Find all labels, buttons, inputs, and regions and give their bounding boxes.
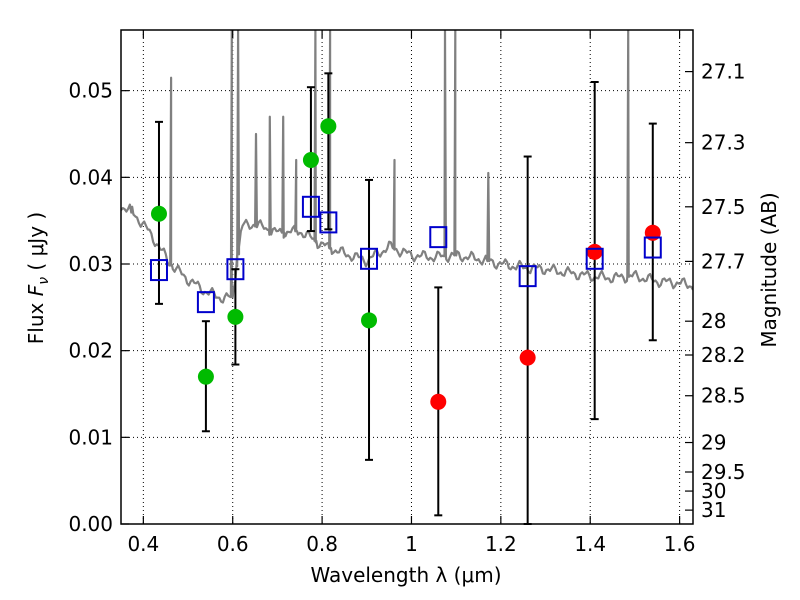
right-axis-label: Magnitude (AB) bbox=[757, 192, 781, 347]
y-tick-label: 0.04 bbox=[68, 165, 113, 189]
y-tick-label: 0.02 bbox=[68, 339, 113, 363]
model-square bbox=[518, 265, 537, 288]
y-tick-label: 0.01 bbox=[68, 425, 113, 449]
grid bbox=[121, 30, 693, 525]
model-square bbox=[585, 247, 604, 270]
x-tick-label: 0.4 bbox=[127, 532, 159, 556]
data-point bbox=[430, 393, 447, 410]
model-square bbox=[226, 258, 245, 281]
model-square bbox=[301, 195, 320, 218]
right-tick-label: 28.2 bbox=[701, 343, 746, 367]
spectrum-line bbox=[121, 30, 693, 304]
right-tick-label: 29 bbox=[701, 431, 726, 455]
right-tick-label: 27.3 bbox=[701, 131, 746, 155]
right-tick-label: 29.5 bbox=[701, 460, 746, 484]
data-point bbox=[361, 312, 378, 329]
x-tick-label: 0.8 bbox=[306, 532, 338, 556]
right-tick-label: 31 bbox=[701, 498, 726, 522]
model-square bbox=[319, 211, 338, 234]
x-tick-label: 1.4 bbox=[574, 532, 606, 556]
model-square bbox=[149, 259, 168, 282]
right-tick-label: 27.1 bbox=[701, 60, 746, 84]
error-bars bbox=[154, 72, 657, 525]
data-point bbox=[586, 243, 603, 260]
y-axis-label: Flux Fν ( μJy ) bbox=[24, 212, 52, 344]
right-tick-label: 28 bbox=[701, 309, 726, 333]
y-tick-label: 0.05 bbox=[68, 79, 113, 103]
x-tick-label: 1.2 bbox=[485, 532, 517, 556]
model-spectrum bbox=[121, 30, 693, 304]
tick-labels: 0.4 0.6 0.8 1 1.2 1.4 1.6 0.00 0.01 0.02 0.03 0.04 0… bbox=[68, 60, 745, 556]
axes bbox=[120, 29, 694, 525]
model-square bbox=[196, 291, 215, 314]
right-tick-label: 27.7 bbox=[701, 249, 746, 273]
right-tick-label: 30 bbox=[701, 479, 726, 503]
x-tick-label: 1.6 bbox=[664, 532, 696, 556]
plot-frame bbox=[120, 29, 694, 525]
data-point bbox=[197, 368, 214, 385]
y-tick-label: 0.00 bbox=[68, 512, 113, 536]
x-tick-label: 0.6 bbox=[217, 532, 249, 556]
data-markers bbox=[149, 118, 662, 410]
y-tick-label: 0.03 bbox=[68, 252, 113, 276]
data-point bbox=[227, 308, 244, 325]
model-square bbox=[429, 226, 448, 249]
model-square bbox=[360, 247, 379, 270]
model-square bbox=[643, 236, 662, 259]
x-tick-label: 1 bbox=[405, 532, 418, 556]
x-axis-label: Wavelength λ (μm) bbox=[310, 563, 501, 587]
data-point bbox=[519, 349, 536, 366]
data-point bbox=[320, 118, 337, 135]
data-point bbox=[150, 205, 167, 222]
right-tick-label: 28.5 bbox=[701, 384, 746, 408]
data-point bbox=[302, 152, 319, 168]
right-tick-label: 27.5 bbox=[701, 195, 746, 219]
